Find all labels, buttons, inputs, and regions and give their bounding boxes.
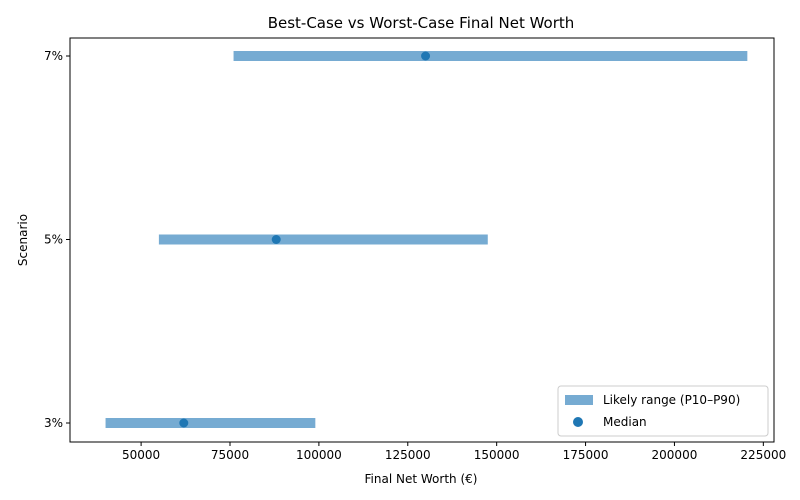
median-point-7% xyxy=(421,51,431,61)
x-axis-label: Final Net Worth (€) xyxy=(365,472,478,486)
x-tick-label: 75000 xyxy=(211,448,249,462)
median-point-5% xyxy=(271,235,281,244)
legend-frame xyxy=(557,385,769,437)
x-tick-label: 50000 xyxy=(122,448,160,462)
x-tick-label: 100000 xyxy=(296,448,342,462)
y-tick-label: 7% xyxy=(44,49,63,63)
x-tick-label: 150000 xyxy=(474,448,520,462)
range-bar-7% xyxy=(233,51,748,61)
legend-label-range: Likely range (P10–P90) xyxy=(603,393,740,407)
x-tick-label: 200000 xyxy=(652,448,698,462)
legend: Likely range (P10–P90) Median xyxy=(557,385,769,437)
x-tick-label: 175000 xyxy=(563,448,609,462)
x-axis: 50000 75000 100000 125000 150000 175000 200000… xyxy=(122,442,786,462)
plot-area xyxy=(105,51,748,428)
x-tick-label: 125000 xyxy=(385,448,431,462)
legend-swatch-range xyxy=(565,395,593,405)
legend-label-median: Median xyxy=(603,415,647,429)
range-bar-3% xyxy=(105,418,316,428)
chart-title: Best-Case vs Worst-Case Final Net Worth xyxy=(268,14,575,32)
y-axis-label: Scenario xyxy=(16,214,30,266)
y-tick-label: 5% xyxy=(44,233,63,247)
y-axis: 3% 5% 7% xyxy=(44,49,70,430)
y-tick-label: 3% xyxy=(44,416,63,430)
x-tick-label: 225000 xyxy=(740,448,786,462)
range-bar-5% xyxy=(158,234,488,245)
median-point-3% xyxy=(179,418,189,428)
legend-swatch-median xyxy=(573,417,583,427)
